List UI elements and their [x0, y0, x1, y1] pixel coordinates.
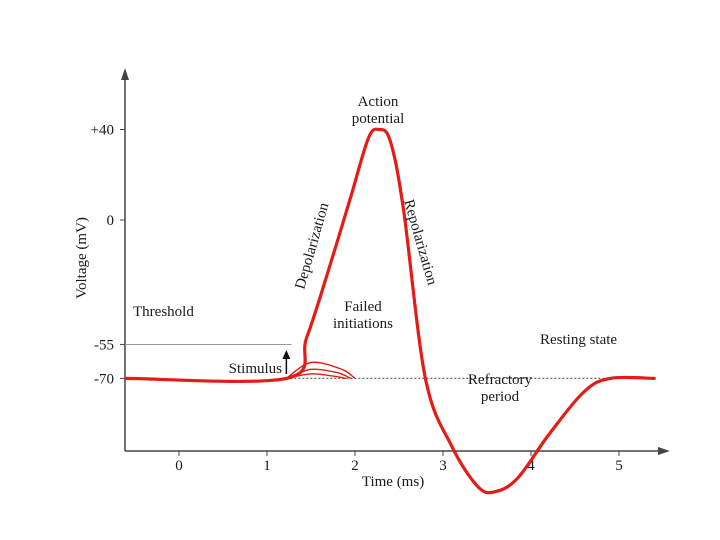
- y-axis-title: Voltage (mV): [74, 217, 90, 299]
- failed-initiations-label-line2: initiations: [333, 316, 393, 332]
- action-potential-label-line2: potential: [352, 111, 405, 127]
- x-tick-label: 4: [527, 458, 535, 474]
- threshold-label: Threshold: [133, 304, 194, 320]
- x-tick-label: 5: [615, 458, 623, 474]
- y-tick-label: -55: [94, 337, 114, 353]
- action-potential-curve: [124, 127, 656, 495]
- x-tick-label: 3: [439, 458, 447, 474]
- refractory-period-label-line2: period: [481, 389, 520, 405]
- y-tick-label: -70: [94, 371, 114, 387]
- x-tick-label: 2: [351, 458, 359, 474]
- action-potential-label-line1: Action: [358, 94, 399, 110]
- stimulus-arrow-icon: [282, 350, 291, 374]
- x-axis-arrow-icon: [658, 447, 670, 455]
- failed-initiations-label-line1: Failed: [344, 299, 382, 315]
- y-tick-label: +40: [91, 123, 114, 139]
- stimulus-label: Stimulus: [229, 361, 283, 377]
- resting-state-label: Resting state: [540, 332, 617, 348]
- y-axis-arrow-icon: [121, 68, 129, 80]
- refractory-period-label-line1: Refractory: [468, 372, 533, 388]
- x-tick-group: 0 1 2 3 4 5: [175, 451, 623, 474]
- y-tick-label: 0: [107, 213, 115, 229]
- x-tick-label: 1: [263, 458, 271, 474]
- x-tick-label: 0: [175, 458, 183, 474]
- x-axis-title: Time (ms): [362, 474, 424, 490]
- failed-initiation-curve: [285, 361, 356, 379]
- y-tick-group: +40 0 -55 -70: [91, 123, 125, 387]
